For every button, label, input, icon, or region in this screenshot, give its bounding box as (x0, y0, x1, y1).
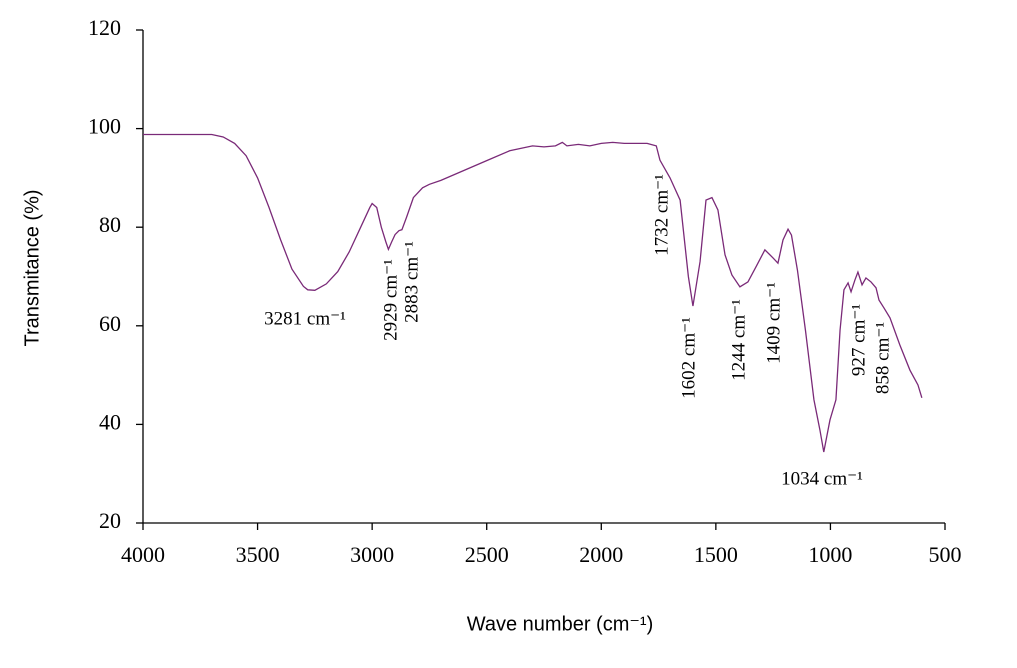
peak-annotation: 1602 cm⁻¹ (678, 317, 699, 399)
peak-annotation: 3281 cm⁻¹ (264, 308, 346, 329)
peak-annotation: 1244 cm⁻¹ (728, 299, 749, 381)
peak-annotation: 2929 cm⁻¹ (380, 259, 401, 341)
y-tick-label: 40 (99, 409, 121, 434)
x-tick-label: 4000 (121, 542, 165, 567)
peak-annotation: 1409 cm⁻¹ (763, 282, 784, 364)
y-tick-label: 60 (99, 311, 121, 336)
y-tick-label: 120 (88, 15, 121, 40)
x-tick-label: 2000 (579, 542, 623, 567)
x-tick-label: 3500 (236, 542, 280, 567)
peak-annotation: 1034 cm⁻¹ (781, 468, 863, 489)
y-tick-label: 80 (99, 212, 121, 237)
spectrum-line (143, 133, 923, 453)
x-tick-label: 1500 (694, 542, 738, 567)
peak-annotation: 1732 cm⁻¹ (651, 174, 672, 256)
peak-annotation: 927 cm⁻¹ (848, 304, 869, 376)
x-tick-label: 2500 (465, 542, 509, 567)
y-tick-label: 100 (88, 114, 121, 139)
x-tick-label: 1000 (808, 542, 852, 567)
y-axis-title: Transmitance (%) (21, 189, 43, 346)
peak-annotation: 858 cm⁻¹ (872, 322, 893, 394)
x-tick-label: 500 (929, 542, 962, 567)
x-tick-label: 3000 (350, 542, 394, 567)
y-tick-label: 20 (99, 508, 121, 533)
peak-annotation: 2883 cm⁻¹ (401, 241, 422, 323)
x-axis-title: Wave number (cm⁻¹) (467, 613, 654, 635)
